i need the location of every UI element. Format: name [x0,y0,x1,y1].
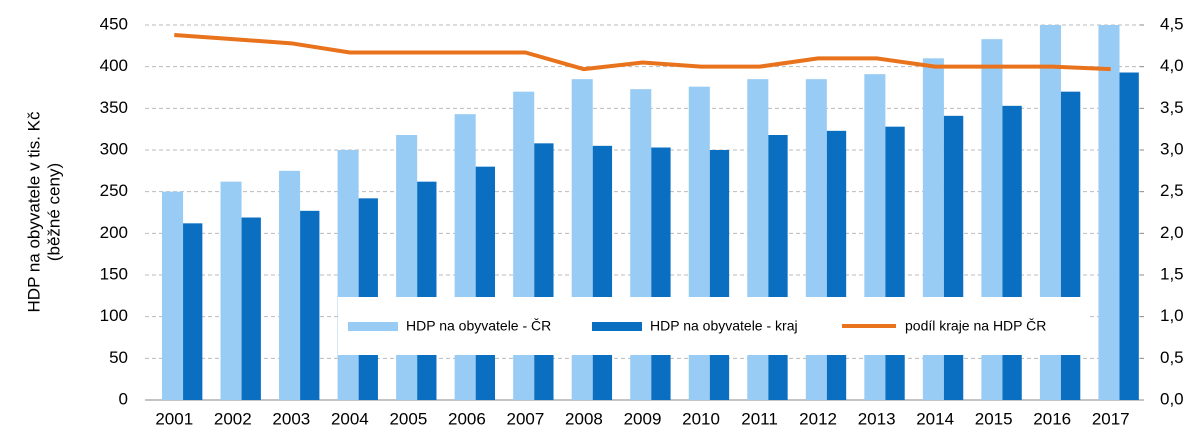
legend-box [338,297,1088,355]
line-series [174,33,1111,72]
bar [454,114,476,401]
bar [885,126,905,401]
x-tick-label: 2008 [565,409,603,428]
bar [709,150,730,400]
x-tick-label: 2010 [682,409,720,428]
bar [417,181,437,400]
bar [300,210,320,400]
bar [396,135,418,400]
legend-label: HDP na obyvatele - kraj [650,318,798,334]
y2-tick-label: 1,5 [1160,264,1184,283]
x-tick-label: 2004 [331,409,369,428]
legend-swatch [592,322,642,331]
bar [161,191,184,400]
x-tick-label: 2014 [916,409,954,428]
y-axis-label: HDP na obyvatele v tis. Kč [24,111,43,312]
y-tick-label: 450 [100,14,128,33]
y2-tick-label: 2,0 [1160,223,1184,242]
y2-tick-label: 0,5 [1160,348,1184,367]
x-tick-label: 2011 [741,409,778,428]
y-tick-label: 400 [100,56,128,75]
y2-tick-label: 3,5 [1160,98,1184,117]
y2-tick-label: 4,5 [1160,14,1184,33]
y2-tick-label: 0,0 [1160,389,1184,408]
y-tick-label: 100 [100,306,128,325]
bar [534,143,554,401]
y-tick-label: 300 [100,139,128,158]
y-tick-label: 350 [100,98,128,117]
x-tick-label: 2013 [858,409,896,428]
y-tick-label: 0 [119,389,128,408]
y2-tick-label: 1,0 [1160,306,1184,325]
legend-swatch [348,322,398,331]
x-tick-label: 2009 [624,409,662,428]
legend-label: podíl kraje na HDP ČR [905,318,1046,334]
bar [279,170,301,400]
x-tick-label: 2007 [507,409,545,428]
y2-tick-label: 4,0 [1160,56,1184,75]
bar [943,115,964,400]
x-tick-label: 2016 [1033,409,1071,428]
bar [475,166,496,400]
y-axis-label: (běžné ceny) [44,163,63,261]
x-tick-label: 2015 [975,409,1013,428]
bar [651,147,671,400]
x-tick-label: 2006 [448,409,486,428]
x-tick-label: 2001 [155,409,193,428]
y-tick-label: 200 [100,223,128,242]
bar [337,150,359,400]
bar [826,130,847,401]
bar [1002,105,1022,400]
legend-label: HDP na obyvatele - ČR [406,318,551,334]
y2-tick-label: 3,0 [1160,139,1184,158]
bar [1098,25,1120,400]
bar [241,217,261,400]
x-tick-label: 2002 [214,409,252,428]
bar [1119,72,1139,400]
y-tick-label: 50 [109,348,128,367]
x-tick-label: 2017 [1092,409,1130,428]
y-tick-label: 150 [100,264,128,283]
x-tick-label: 2005 [389,409,427,428]
bar [220,181,242,400]
bar [592,145,613,400]
x-tick-label: 2003 [272,409,310,428]
y2-tick-label: 2,5 [1160,181,1184,200]
bar [183,223,203,400]
x-tick-label: 2012 [799,409,837,428]
y-tick-label: 250 [100,181,128,200]
bar [768,135,788,400]
